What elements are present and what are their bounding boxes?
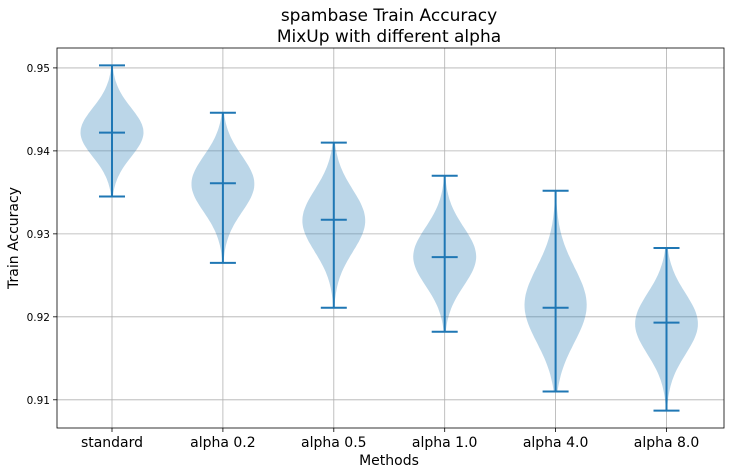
x-tick-label: alpha 1.0 xyxy=(412,435,478,451)
x-axis-label: Methods xyxy=(359,453,419,469)
chart-title-line2: MixUp with different alpha xyxy=(277,27,501,47)
x-tick-label: alpha 0.2 xyxy=(190,435,256,451)
violins xyxy=(80,65,698,411)
violin-statistics xyxy=(99,64,680,412)
x-tick-label: alpha 4.0 xyxy=(523,435,589,451)
x-tick-label: alpha 8.0 xyxy=(634,435,700,451)
plot-frame xyxy=(56,47,725,429)
x-axis-ticks: standard alpha 0.2 alpha 0.5 alpha 1.0 alpha… xyxy=(81,428,699,451)
y-tick-label: 0.94 xyxy=(27,146,51,158)
chart-title-line1: spambase Train Accuracy xyxy=(281,6,497,26)
x-tick-label: standard xyxy=(81,435,143,451)
y-axis-label: Train Accuracy xyxy=(6,187,22,290)
y-tick-label: 0.93 xyxy=(27,229,50,241)
y-axis-ticks: 0.91 0.92 0.93 0.94 0.95 xyxy=(27,63,57,407)
grid xyxy=(57,48,724,428)
y-tick-label: 0.92 xyxy=(27,312,50,324)
y-tick-label: 0.91 xyxy=(27,395,50,407)
y-tick-label: 0.95 xyxy=(27,63,50,75)
x-tick-label: alpha 0.5 xyxy=(301,435,367,451)
